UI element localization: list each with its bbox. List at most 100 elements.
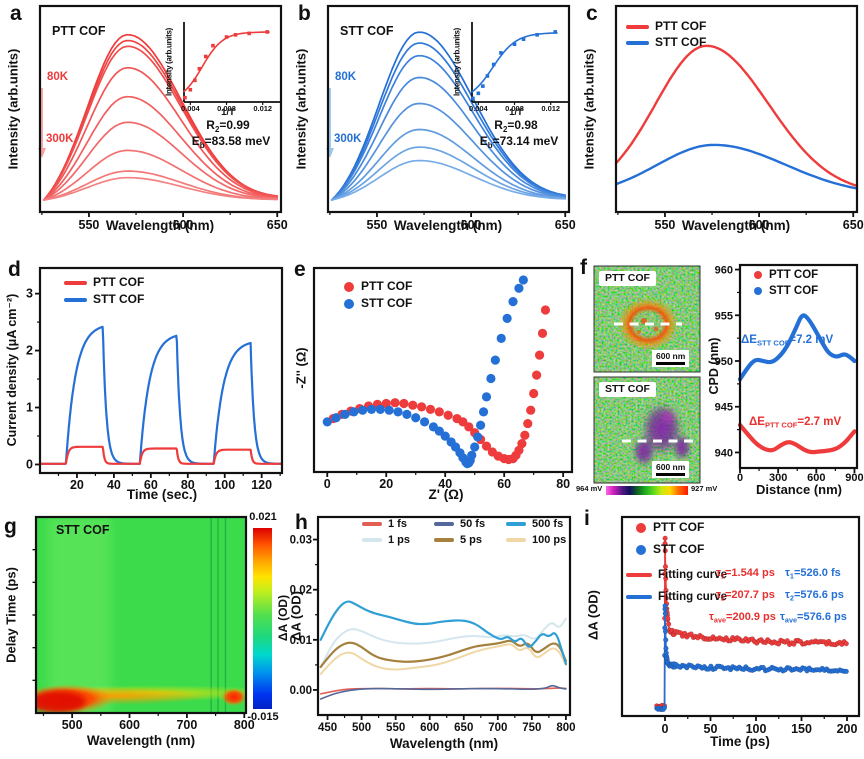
- inset-y-axis-label: Intensity (arb.units): [452, 28, 462, 96]
- x-axis-label: Wavelength (nm): [681, 218, 791, 233]
- delta-e-stt-annotation: ΔESTT COF=7.2 mV: [741, 334, 834, 348]
- y-axis-label: Current density (μA cm⁻²): [4, 293, 19, 447]
- svg-text:3: 3: [26, 287, 33, 301]
- panel-a-chart: 550 600 650 0.004 0.008 0.012: [38, 4, 288, 232]
- 50fs-line-swatch: [434, 522, 454, 526]
- cpd-colorbar: [606, 486, 688, 495]
- stt-dot-swatch: [754, 286, 762, 295]
- ptt-dot-swatch: [636, 522, 646, 533]
- svg-text:450: 450: [318, 722, 337, 734]
- svg-text:40: 40: [107, 478, 121, 492]
- legend-item-5ps: 5 ps: [434, 534, 482, 547]
- svg-text:60: 60: [144, 478, 158, 492]
- svg-text:2: 2: [26, 344, 33, 358]
- panel-letter-g: g: [4, 515, 17, 538]
- svg-text:0: 0: [737, 472, 743, 484]
- legend-item-stt: STT COF: [636, 542, 704, 557]
- panel-b-chart: 550 600 650 0.004 0.008 0.012: [326, 4, 576, 232]
- svg-text:600: 600: [461, 218, 482, 232]
- svg-text:945: 945: [715, 402, 733, 414]
- legend-item-1ps: 1 ps: [362, 534, 410, 547]
- svg-text:0.03: 0.03: [290, 535, 312, 547]
- x-axis-label: Z' (Ω): [428, 487, 464, 502]
- binding-energy-annotation: Eb=83.58 meV: [191, 134, 271, 150]
- 1fs-line-swatch: [362, 522, 382, 526]
- x-axis-label: Wavelength (nm): [86, 733, 196, 748]
- legend-item-stt: STT COF: [754, 285, 818, 298]
- colorbar-left-label: 964 mV: [576, 484, 603, 493]
- panel-d: 20 40 60 80 100 120 0 1 2 3 d PTT COF STT COF Cur…: [0, 238, 288, 503]
- svg-text:960: 960: [715, 265, 733, 277]
- 1ps-line-swatch: [362, 538, 382, 542]
- panel-g: 500 600 700 800 g STT COF Delay Time (ps) W…: [0, 503, 291, 759]
- colorbar-min-label: -0.015: [247, 711, 279, 723]
- sample-title: STT COF: [56, 523, 110, 537]
- svg-text:0.01: 0.01: [290, 635, 313, 647]
- svg-text:800: 800: [556, 722, 575, 734]
- panel-letter-i: i: [584, 507, 590, 530]
- scale-bar-line: [656, 362, 686, 365]
- inset-x-axis-label: 1/T: [221, 107, 235, 118]
- panel-letter-d: d: [8, 258, 21, 281]
- delta-e-ptt-annotation: ΔEPTT COF=2.7 mV: [749, 416, 842, 430]
- stt-dot-swatch: [344, 298, 354, 309]
- x-axis-label: Wavelength (nm): [389, 736, 499, 751]
- svg-text:650: 650: [843, 218, 864, 232]
- svg-text:650: 650: [454, 722, 473, 734]
- y-axis-label: -Z'' (Ω): [293, 347, 309, 389]
- kpfm-image-label-ptt: PTT COF: [599, 271, 656, 286]
- svg-text:600: 600: [420, 722, 439, 734]
- ptt-dot-swatch: [344, 281, 354, 292]
- binding-energy-annotation: Eb=73.14 meV: [479, 134, 559, 150]
- panel-letter-b: b: [298, 2, 311, 25]
- svg-text:300: 300: [769, 472, 787, 484]
- svg-text:600: 600: [173, 218, 194, 232]
- y-axis-label: Intensity (arb.units): [293, 48, 309, 170]
- x-axis-label: Time (sec.): [126, 487, 198, 502]
- tau1-ptt: τ1=1.544 ps: [716, 567, 775, 581]
- temp-low-label: 300K: [334, 133, 362, 145]
- svg-text:200: 200: [837, 722, 858, 736]
- scale-bar-ptt: 600 nm: [652, 350, 690, 367]
- tau2-ptt: τ2=207.7 ps: [716, 589, 775, 603]
- 5ps-line-swatch: [434, 538, 454, 542]
- svg-text:0.00: 0.00: [290, 685, 312, 697]
- tau2-stt: τ2=576.6 ps: [785, 589, 844, 603]
- svg-text:20: 20: [70, 478, 84, 492]
- svg-text:550: 550: [655, 218, 676, 232]
- svg-text:940: 940: [715, 447, 733, 459]
- panel-letter-e: e: [294, 258, 306, 281]
- tau1-stt: τ1=526.0 fs: [785, 567, 841, 581]
- svg-text:950: 950: [715, 356, 733, 368]
- svg-text:700: 700: [176, 718, 197, 732]
- svg-text:0: 0: [324, 477, 331, 491]
- svg-text:600: 600: [807, 472, 825, 484]
- y-axis-label: ΔA (OD): [585, 589, 601, 641]
- svg-text:750: 750: [522, 722, 541, 734]
- panel-letter-h: h: [295, 511, 308, 534]
- legend-fit-ptt: Fitting curve: [626, 569, 727, 582]
- temp-high-label: 80K: [335, 71, 357, 83]
- panel-letter-c: c: [586, 2, 598, 25]
- panel-e-chart: 0 20 40 60 80: [312, 266, 574, 491]
- x-axis-label: Distance (nm): [756, 482, 842, 497]
- legend-fit-stt: Fitting curve: [626, 591, 727, 604]
- panel-b: 550 600 650 0.004 0.008 0.012 b STT COF 80K 3…: [288, 0, 576, 238]
- panel-i-chart: 0 50 100 150 200: [620, 515, 861, 736]
- ptt-line-swatch: [626, 25, 649, 29]
- svg-text:650: 650: [555, 218, 576, 232]
- svg-text:80: 80: [556, 477, 570, 491]
- svg-text:0.004: 0.004: [469, 104, 489, 113]
- tau-ave-ptt: τave=200.9 ps: [709, 611, 776, 625]
- stt-line-swatch: [626, 41, 649, 45]
- stt-line-swatch: [64, 298, 87, 302]
- svg-text:0: 0: [662, 722, 669, 736]
- sample-title: STT COF: [340, 24, 394, 38]
- fit-line-red-swatch: [626, 573, 652, 577]
- svg-text:600: 600: [119, 718, 140, 732]
- panel-c: 550 600 650 c PTT COF STT COF Intensity (a…: [576, 0, 864, 238]
- panel-g-chart: 500 600 700 800: [32, 515, 255, 732]
- panel-i: 0 50 100 150 200 i PTT COF STT COF Fitting c…: [578, 503, 864, 759]
- svg-text:120: 120: [251, 478, 272, 492]
